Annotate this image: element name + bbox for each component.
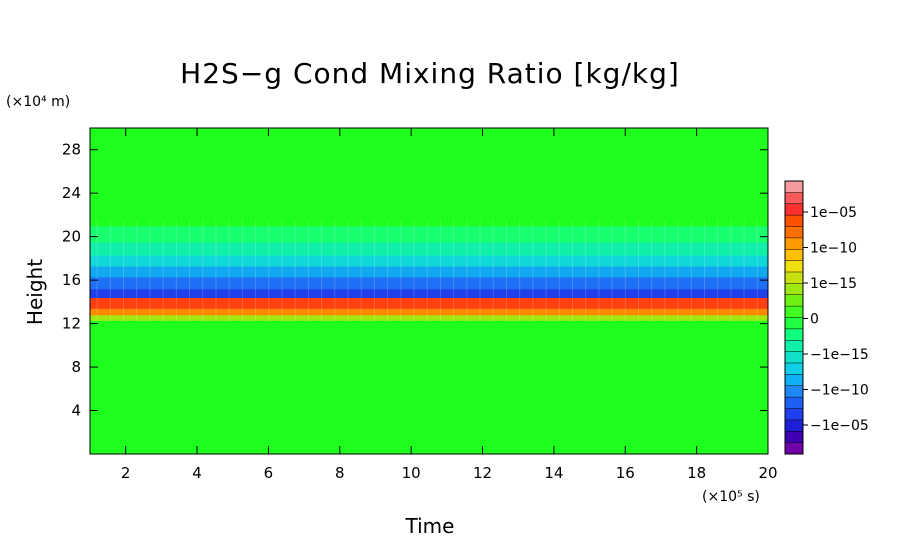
x-tick-label: 10: [402, 464, 421, 482]
colorbar-swatch: [785, 226, 803, 239]
x-tick-label: 8: [335, 464, 345, 482]
colorbar-swatch: [785, 294, 803, 307]
heatmap-band-10: [90, 128, 768, 227]
y-tick-label: 24: [62, 184, 81, 202]
colorbar-label: −1e−15: [810, 347, 869, 363]
colorbar-swatch: [785, 340, 803, 352]
colorbar-label: −1e−05: [810, 418, 869, 434]
colorbar-frame: [784, 180, 804, 455]
colorbar-swatch: [785, 385, 803, 398]
colorbar-swatch: [785, 215, 803, 227]
colorbar-swatch: [785, 317, 803, 330]
heatmap-texture: [96, 220, 758, 322]
y-tick-label: 4: [71, 402, 81, 420]
heatmap-band-6: [90, 266, 768, 278]
colorbar-swatch: [785, 328, 803, 341]
x-tick-label: 18: [687, 464, 706, 482]
colorbar-swatch: [785, 203, 803, 216]
heatmap-band-8: [90, 242, 768, 256]
y-tick-label: 12: [62, 315, 81, 333]
x-axis: 2 4 6 8 10 12 14 16 18 20: [121, 128, 778, 482]
heatmap-band-0: [90, 320, 768, 455]
x-unit-label: (×10⁵ s): [702, 489, 760, 505]
colorbar: [784, 180, 804, 455]
colorbar-swatch: [785, 283, 803, 296]
x-tick-label: 16: [616, 464, 635, 482]
x-axis-label: Time: [405, 514, 455, 538]
colorbar-label: 1e−15: [810, 276, 857, 292]
colorbar-swatch: [785, 408, 803, 421]
colorbar-swatch: [785, 397, 803, 409]
heatmap-band-9: [90, 225, 768, 243]
chart-title: H2S−g Cond Mixing Ratio [kg/kg]: [180, 57, 680, 90]
colorbar-swatch: [785, 419, 803, 432]
x-tick-label: 14: [544, 464, 563, 482]
colorbar-swatch: [785, 192, 803, 205]
colorbar-swatch: [785, 237, 803, 250]
heatmap-band-4: [90, 288, 768, 299]
y-axis: 4 8 12 16 20 24 28: [62, 141, 768, 420]
heatmap-band-3: [90, 297, 768, 309]
colorbar-label: 1e−10: [810, 241, 857, 257]
x-tick-label: 2: [121, 464, 131, 482]
x-tick-label: 20: [758, 464, 777, 482]
colorbar-swatch: [785, 363, 803, 375]
plot-frame: [89, 127, 769, 455]
colorbar-swatch: [785, 260, 803, 273]
colorbar-label: 0: [810, 312, 819, 328]
colorbar-swatch: [785, 351, 803, 364]
heatmap-band-1: [90, 314, 768, 321]
colorbar-swatch: [785, 442, 803, 455]
x-tick-label: 12: [473, 464, 492, 482]
colorbar-swatch: [785, 431, 803, 443]
x-tick-label: 6: [264, 464, 274, 482]
colorbar-swatch: [785, 306, 803, 318]
y-tick-label: 16: [62, 271, 81, 289]
colorbar-swatch: [785, 181, 803, 193]
colorbar-labels: 1e−05 1e−10 1e−15 0 −1e−15 −1e−10 −1e−05: [803, 205, 869, 434]
heatmap-band-5: [90, 276, 768, 290]
y-unit-label: (×10⁴ m): [6, 94, 70, 110]
y-tick-label: 20: [62, 228, 81, 246]
colorbar-swatch: [785, 374, 803, 387]
colorbar-label: −1e−10: [810, 383, 869, 399]
colorbar-swatch: [785, 272, 803, 284]
plot-area: [90, 128, 768, 455]
y-tick-label: 28: [62, 141, 81, 159]
colorbar-swatch: [785, 249, 803, 261]
colorbar-label: 1e−05: [810, 205, 857, 221]
heatmap-band-2: [90, 308, 768, 316]
x-tick-label: 4: [192, 464, 202, 482]
y-axis-label: Height: [23, 259, 47, 325]
y-tick-label: 8: [71, 358, 81, 376]
heatmap-band-7: [90, 255, 768, 267]
